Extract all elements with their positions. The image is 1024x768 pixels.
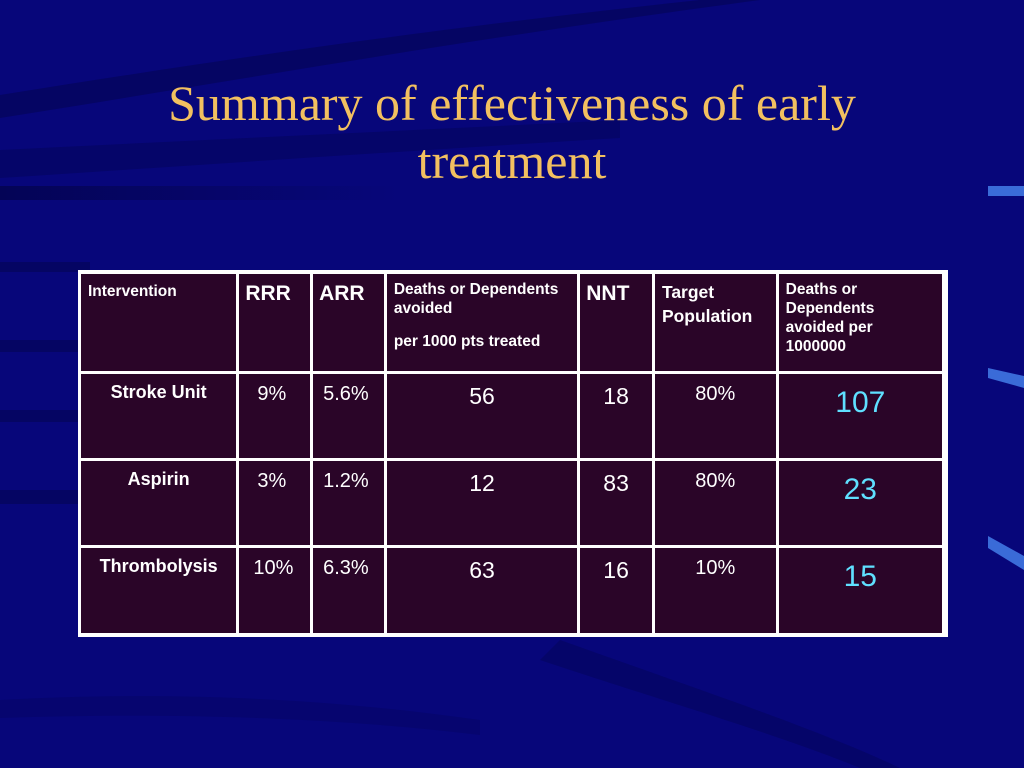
cell-rrr: 9% (239, 374, 311, 458)
slide-title-line-2: treatment (417, 133, 607, 189)
cell-deaths: 63 (386, 548, 578, 633)
cell-nnt: 18 (580, 374, 652, 458)
decor-dash-1 (988, 186, 1024, 196)
cell-deaths-million: 107 (778, 374, 942, 458)
table-header-row: Intervention RRR ARR Deaths or Dependent… (81, 274, 942, 371)
cell-target: 10% (654, 548, 776, 633)
decor-dash-2 (988, 368, 1024, 388)
cell-nnt: 16 (580, 548, 652, 633)
cell-nnt: 83 (580, 461, 652, 545)
cell-arr: 5.6% (313, 374, 384, 458)
cell-intervention: Thrombolysis (81, 548, 237, 633)
effectiveness-table: Intervention RRR ARR Deaths or Dependent… (78, 271, 945, 636)
cell-rrr: 3% (239, 461, 311, 545)
cell-intervention: Aspirin (81, 461, 237, 545)
cell-target: 80% (654, 374, 776, 458)
effectiveness-table-container: Intervention RRR ARR Deaths or Dependent… (78, 270, 948, 637)
header-deaths-per-1000: Deaths or Dependents avoided per 1000 pt… (386, 274, 578, 371)
header-target-population: Target Population (654, 274, 776, 371)
cell-target: 80% (654, 461, 776, 545)
cell-intervention: Stroke Unit (81, 374, 237, 458)
header-rrr: RRR (239, 274, 311, 371)
decor-dash-3 (988, 536, 1024, 570)
cell-rrr: 10% (239, 548, 311, 633)
cell-deaths: 56 (386, 374, 578, 458)
cell-deaths: 12 (386, 461, 578, 545)
table-row: Thrombolysis 10% 6.3% 63 16 10% 15 (81, 548, 942, 633)
slide-title-line-1: Summary of effectiveness of early (168, 75, 856, 131)
slide-title: Summary of effectiveness of early treatm… (0, 74, 1024, 190)
header-nnt: NNT (580, 274, 652, 371)
cell-deaths-million: 23 (778, 461, 942, 545)
header-deaths-per-million: Deaths or Dependents avoided per 1000000 (778, 274, 942, 371)
table-row: Aspirin 3% 1.2% 12 83 80% 23 (81, 461, 942, 545)
cell-deaths-million: 15 (778, 548, 942, 633)
table-row: Stroke Unit 9% 5.6% 56 18 80% 107 (81, 374, 942, 458)
cell-arr: 6.3% (313, 548, 384, 633)
header-arr: ARR (313, 274, 384, 371)
header-intervention: Intervention (81, 274, 237, 371)
cell-arr: 1.2% (313, 461, 384, 545)
